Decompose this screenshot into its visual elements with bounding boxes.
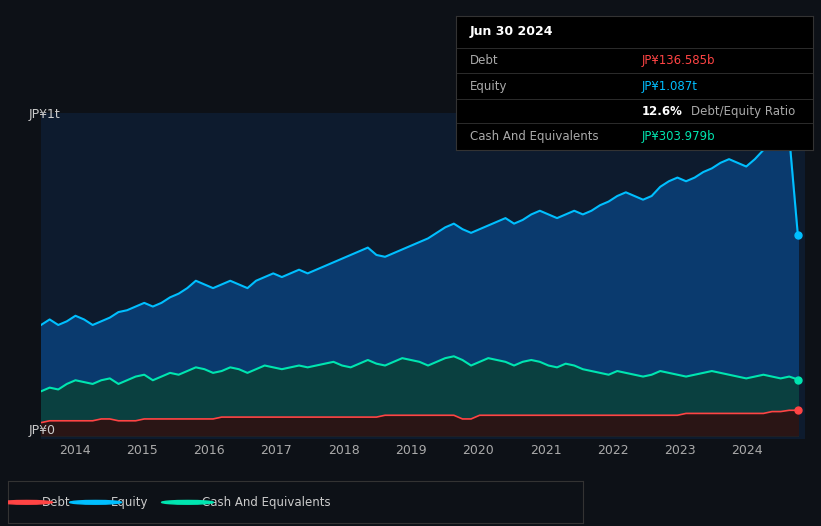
- Point: [791, 406, 805, 414]
- Text: Debt/Equity Ratio: Debt/Equity Ratio: [691, 105, 796, 117]
- Text: 12.6%: 12.6%: [641, 105, 682, 117]
- Text: Debt: Debt: [470, 54, 498, 67]
- Point: [791, 376, 805, 384]
- Text: Debt: Debt: [42, 496, 70, 509]
- Text: JP¥1t: JP¥1t: [29, 108, 61, 122]
- Text: JP¥1.087t: JP¥1.087t: [641, 80, 697, 93]
- Point: [791, 231, 805, 239]
- Text: Cash And Equivalents: Cash And Equivalents: [203, 496, 331, 509]
- Text: Cash And Equivalents: Cash And Equivalents: [470, 130, 599, 143]
- Text: Equity: Equity: [470, 80, 507, 93]
- Text: JP¥303.979b: JP¥303.979b: [641, 130, 715, 143]
- Text: JP¥136.585b: JP¥136.585b: [641, 54, 715, 67]
- Text: Equity: Equity: [111, 496, 148, 509]
- Text: Jun 30 2024: Jun 30 2024: [470, 25, 553, 38]
- Circle shape: [70, 500, 122, 504]
- Circle shape: [1, 500, 53, 504]
- Text: JP¥0: JP¥0: [29, 424, 56, 437]
- Circle shape: [162, 500, 213, 504]
